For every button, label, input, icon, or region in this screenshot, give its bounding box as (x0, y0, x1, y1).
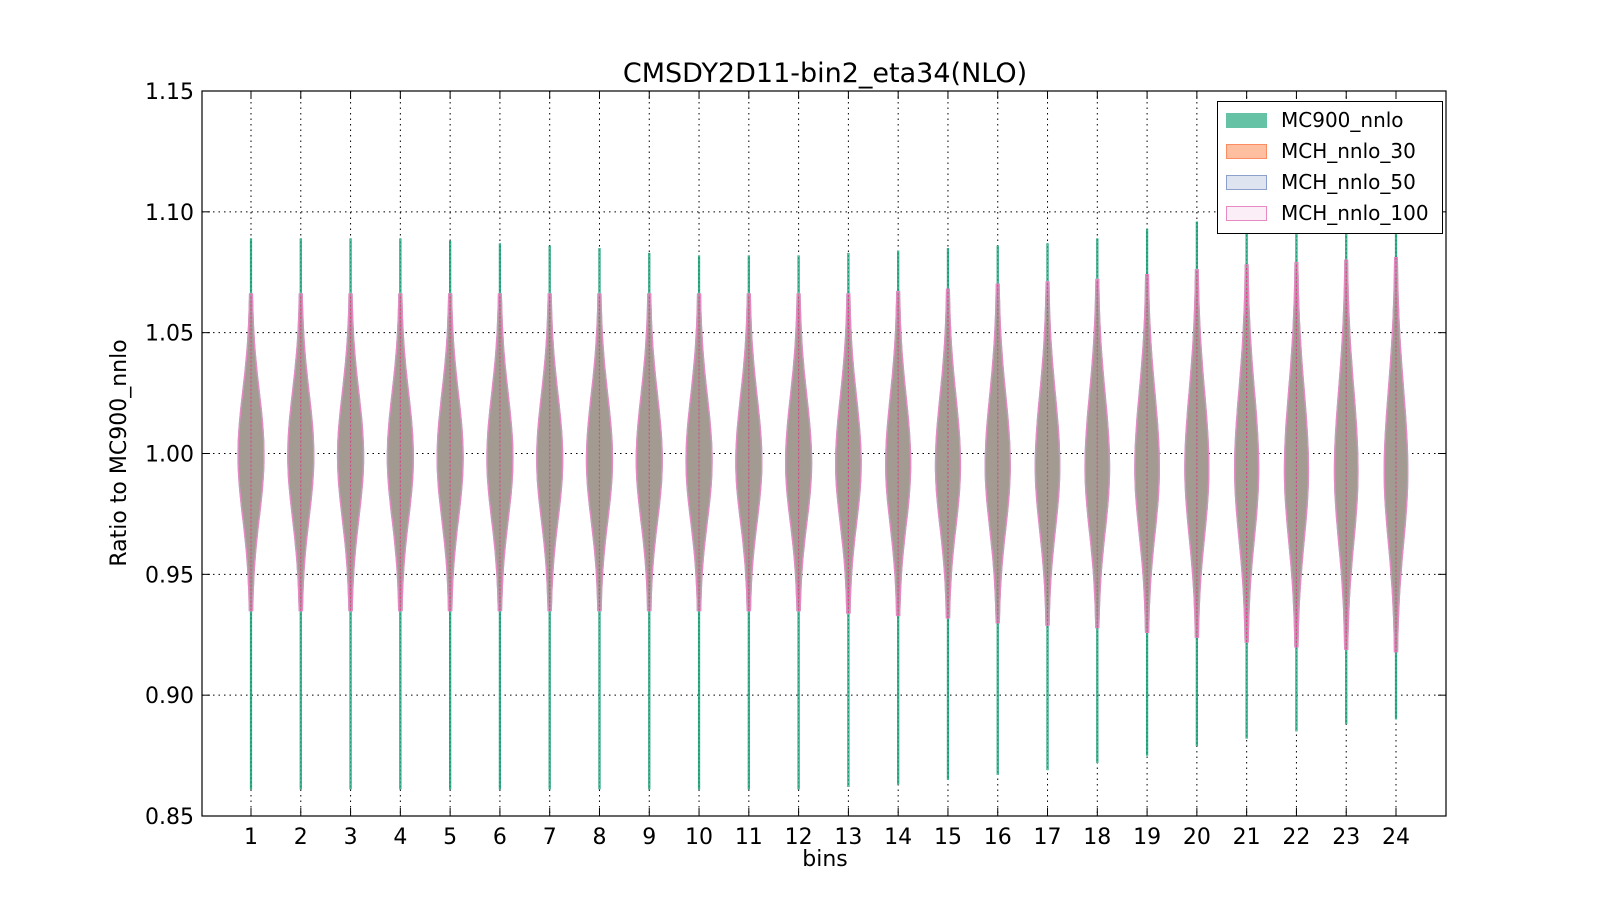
y-tick-label: 0.95 (145, 563, 194, 588)
axes-ticks: 0.850.900.951.001.051.101.151 2 3 4 5 6 7 8 9 10 1… (145, 80, 1446, 850)
violin-mch100-outline (486, 293, 514, 612)
violin-mch100-outline (885, 290, 912, 617)
x-tick-label: 8 (592, 825, 606, 850)
violin-mch100-outline (835, 293, 862, 614)
violin-mch100-outline (685, 293, 713, 612)
legend-label: MC900_nnlo (1281, 108, 1404, 132)
y-tick-label: 1.05 (145, 322, 194, 347)
x-tick-label: 23 (1332, 825, 1360, 850)
x-tick-label: 16 (984, 825, 1012, 850)
y-tick-label: 1.15 (145, 80, 194, 105)
violin-mch100-outline (585, 293, 614, 612)
x-tick-label: 19 (1133, 825, 1161, 850)
violin-mch100-outline (436, 293, 464, 612)
legend-item-mc900: MC900_nnlo (1226, 108, 1404, 132)
legend-swatch-mch100 (1226, 205, 1267, 221)
x-tick-label: 4 (393, 825, 407, 850)
violin-mch (1333, 259, 1359, 650)
x-tick-label: 3 (344, 825, 358, 850)
x-tick-label: 7 (543, 825, 557, 850)
y-tick-label: 1.00 (145, 443, 194, 468)
y-axis-label: Ratio to MC900_nnlo (107, 339, 132, 566)
legend-swatch-mc900 (1226, 112, 1267, 128)
violin-mch100-outline (1034, 281, 1061, 626)
legend: MC900_nnlo MCH_nnlo_30 MCH_nnlo_50 MCH_n… (1217, 101, 1443, 234)
x-tick-label: 2 (294, 825, 308, 850)
violin-mch100-outline (735, 293, 763, 612)
x-tick-label: 6 (493, 825, 507, 850)
violin-mch100-outline (1283, 261, 1310, 648)
violin-mch (1034, 281, 1061, 626)
violin-mch100-outline (635, 293, 663, 612)
legend-swatch-mch50 (1226, 174, 1267, 190)
violin-mch100-outline (1184, 269, 1210, 638)
legend-item-mch30: MCH_nnlo_30 (1226, 139, 1416, 163)
x-tick-label: 14 (884, 825, 912, 850)
y-tick-label: 1.10 (145, 201, 194, 226)
violin-mch (835, 293, 862, 614)
x-tick-label: 1 (244, 825, 258, 850)
violin-mch100-outline (287, 293, 315, 612)
grid-lines (202, 91, 1446, 816)
violin-mch100-outline (934, 288, 962, 619)
x-tick-label: 9 (642, 825, 656, 850)
y-tick-label: 0.85 (145, 805, 194, 830)
x-tick-label: 22 (1282, 825, 1310, 850)
x-tick-label: 15 (934, 825, 962, 850)
x-tick-label: 21 (1233, 825, 1261, 850)
x-tick-label: 10 (685, 825, 713, 850)
violin-mch100-outline (1134, 274, 1160, 633)
violin-mch100-outline (984, 283, 1011, 624)
violin-mch100-outline (536, 293, 564, 612)
violin-mch100-outline (1383, 257, 1409, 653)
legend-item-mch100: MCH_nnlo_100 (1226, 201, 1429, 225)
x-tick-label: 11 (735, 825, 763, 850)
legend-swatch-mch30 (1226, 143, 1267, 159)
violin-mch100-outline (1333, 259, 1359, 650)
y-tick-label: 0.90 (145, 684, 194, 709)
legend-label: MCH_nnlo_30 (1281, 139, 1416, 163)
x-tick-label: 5 (443, 825, 457, 850)
x-tick-label: 13 (834, 825, 862, 850)
legend-label: MCH_nnlo_100 (1281, 201, 1429, 225)
violin-mch100-outline (1234, 264, 1260, 643)
chart-title: CMSDY2D11-bin2_eta34(NLO) (623, 58, 1027, 89)
violins (237, 190, 1409, 790)
x-tick-label: 12 (785, 825, 813, 850)
x-tick-label: 18 (1083, 825, 1111, 850)
legend-label: MCH_nnlo_50 (1281, 170, 1416, 194)
x-axis-label: bins (802, 847, 847, 872)
x-tick-label: 17 (1034, 825, 1062, 850)
violin-mch100-outline (336, 293, 365, 612)
violin-mch100-outline (785, 293, 813, 612)
violin-mch100-outline (1084, 278, 1111, 629)
legend-item-mch50: MCH_nnlo_50 (1226, 170, 1416, 194)
violin-mch100-outline (237, 293, 265, 612)
x-tick-label: 24 (1382, 825, 1410, 850)
violin-mch100-outline (386, 293, 414, 612)
x-tick-label: 20 (1183, 825, 1211, 850)
